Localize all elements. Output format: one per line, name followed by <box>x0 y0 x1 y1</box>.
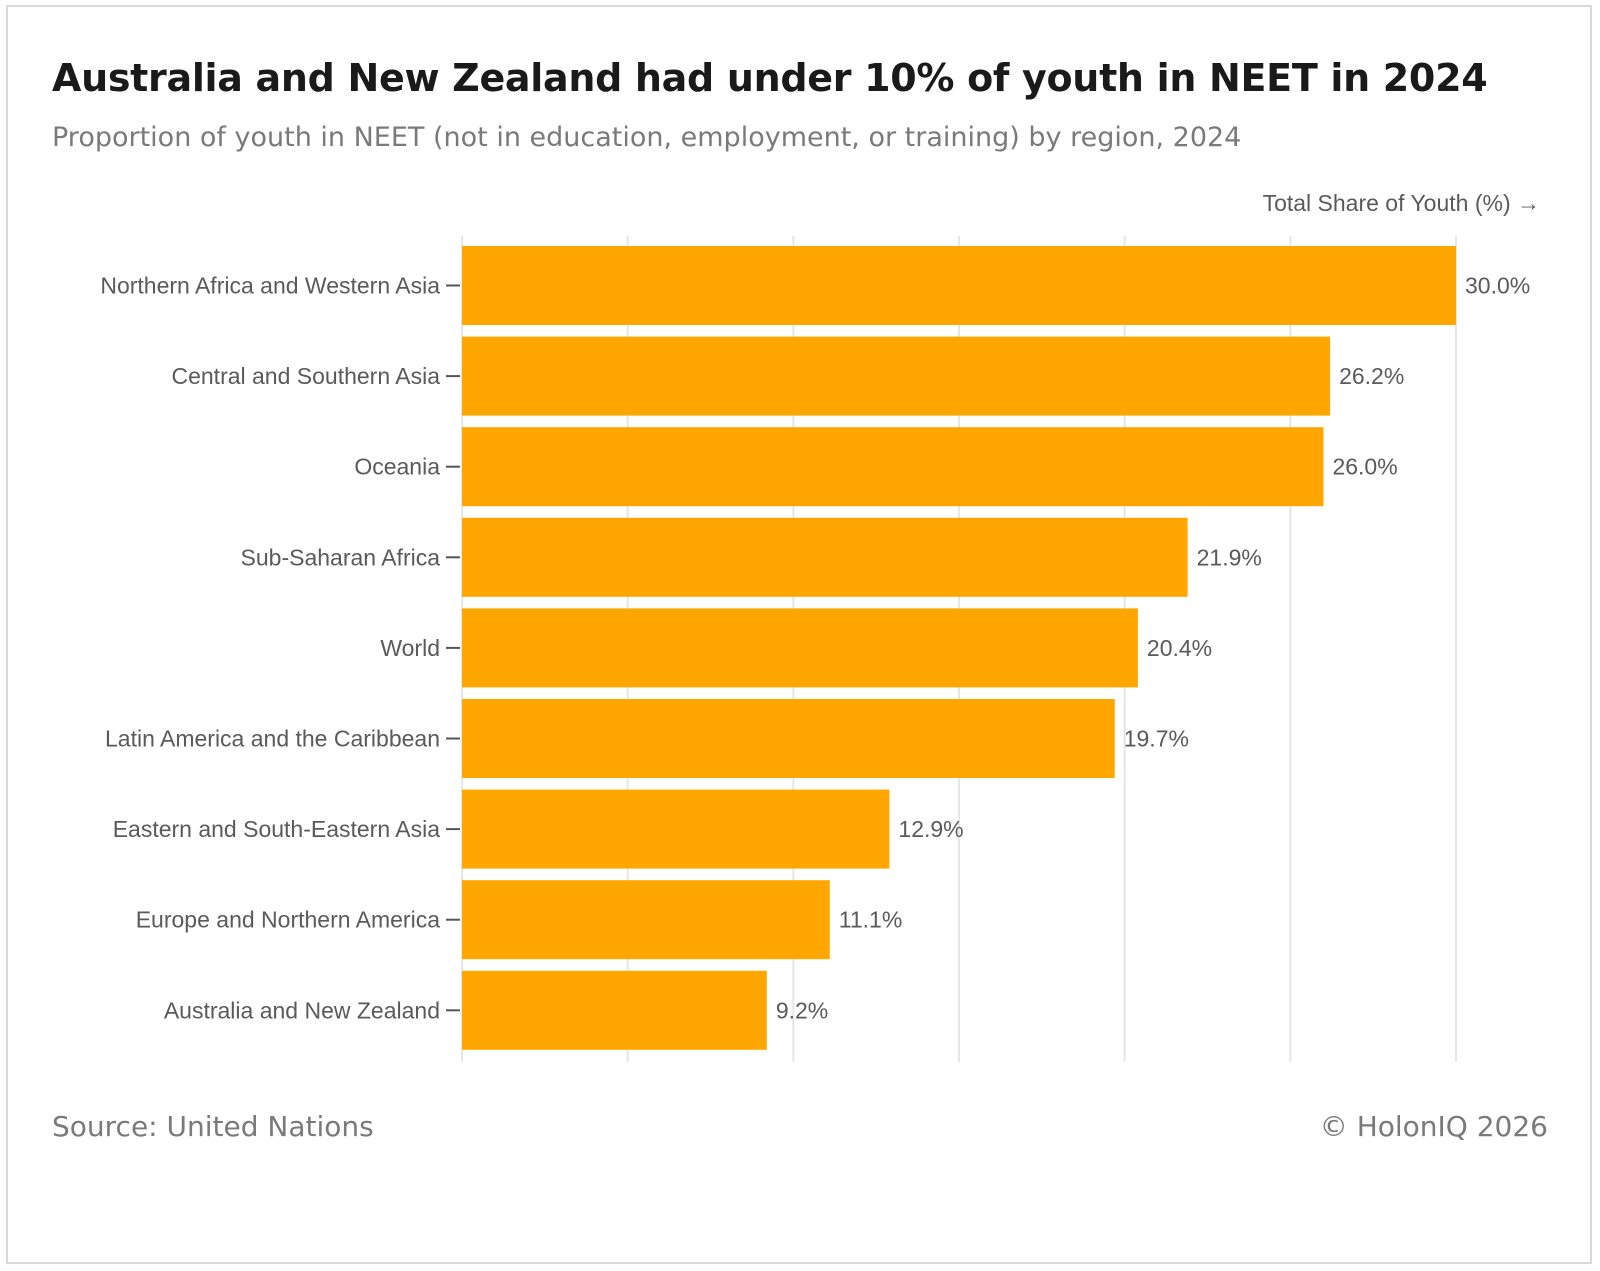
category-label: Northern Africa and Western Asia <box>100 273 440 299</box>
category-label: Latin America and the Caribbean <box>105 726 440 752</box>
value-label: 26.0% <box>1332 454 1397 480</box>
category-label: Eastern and South-Eastern Asia <box>113 816 441 842</box>
bar[interactable] <box>462 880 830 960</box>
copyright-note: © HolonIQ 2026 <box>1319 1110 1548 1143</box>
bar[interactable] <box>462 246 1456 325</box>
x-axis-title: Total Share of Youth (%) → <box>1263 190 1540 216</box>
value-label: 11.1% <box>839 907 903 933</box>
bar[interactable] <box>462 789 890 869</box>
category-label: Central and Southern Asia <box>171 363 440 389</box>
value-label: 21.9% <box>1197 544 1262 570</box>
category-label: Oceania <box>354 454 440 480</box>
bar[interactable] <box>462 608 1138 688</box>
category-labels: Northern Africa and Western Asia Central … <box>100 273 460 1023</box>
bar[interactable] <box>462 427 1324 507</box>
category-label: Sub-Saharan Africa <box>241 544 441 570</box>
value-label: 30.0% <box>1465 273 1530 299</box>
value-label: 20.4% <box>1147 635 1212 661</box>
category-label: Europe and Northern America <box>136 907 440 933</box>
chart-title: Australia and New Zealand had under 10% … <box>52 56 1488 100</box>
bar[interactable] <box>462 970 767 1050</box>
bar[interactable] <box>462 336 1331 416</box>
value-label: 12.9% <box>898 816 963 842</box>
bars <box>462 246 1456 1050</box>
chart-subtitle: Proportion of youth in NEET (not in educ… <box>52 122 1242 153</box>
source-note: Source: United Nations <box>52 1110 374 1143</box>
category-label: Australia and New Zealand <box>164 997 440 1023</box>
value-label: 26.2% <box>1339 363 1404 389</box>
bar[interactable] <box>462 517 1188 597</box>
bar[interactable] <box>462 699 1115 778</box>
value-label: 19.7% <box>1124 726 1189 752</box>
value-labels: 30.0% 26.2% 26.0% 21.9% 20.4% 19.7% 12.9% 11.1%… <box>776 273 1530 1024</box>
category-label: World <box>380 635 440 661</box>
value-label: 9.2% <box>776 997 828 1023</box>
